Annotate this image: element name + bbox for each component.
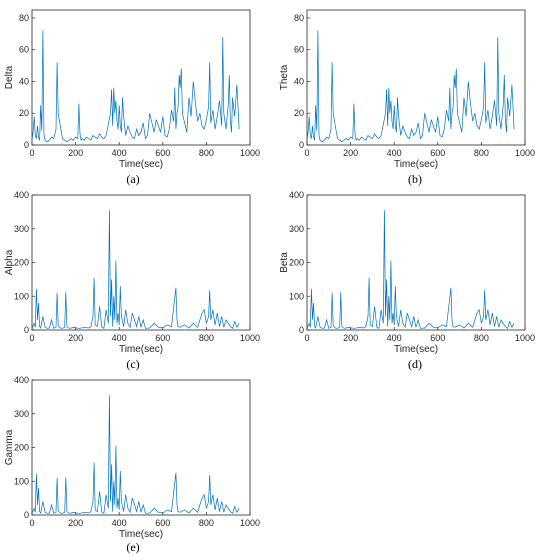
x-tick-label: 400: [112, 333, 127, 343]
x-tick-label: 400: [112, 518, 127, 528]
chart-beta-svg: 0 200 400 600 800 10000100200300400Time(sec)B…: [279, 190, 535, 355]
y-tick-label: 80: [19, 13, 29, 23]
x-tick-label: 200: [343, 333, 358, 343]
y-tick-label: 0: [24, 325, 29, 335]
x-axis-label: Time(sec): [119, 344, 163, 355]
y-tick-label: 60: [19, 45, 29, 55]
chart-alpha-svg: 0 200 400 600 800 10000100200300400Time(sec)A…: [4, 190, 260, 355]
x-tick-label: 400: [387, 333, 402, 343]
x-tick-label: 1000: [515, 333, 535, 343]
x-tick-label: 0: [29, 518, 34, 528]
y-tick-label: 0: [299, 140, 304, 150]
y-tick-label: 0: [24, 510, 29, 520]
x-tick-label: 600: [430, 333, 445, 343]
y-tick-label: 40: [19, 76, 29, 86]
y-axis-label: Gamma: [4, 429, 15, 465]
plot-frame: [31, 194, 251, 331]
x-tick-label: 0: [304, 333, 309, 343]
y-tick-label: 100: [14, 476, 29, 486]
x-tick-label: 600: [155, 333, 170, 343]
chart-delta: 0 200 400 600 800 1000 0 20 40 60 80 Time(sec) Delta: [0, 0, 275, 180]
x-axis-label: Time(sec): [119, 529, 163, 540]
x-tick-label: 800: [199, 148, 214, 158]
x-tick-label: 0: [29, 333, 34, 343]
y-tick-label: 40: [294, 76, 304, 86]
y-tick-label: 400: [14, 375, 29, 385]
y-tick-label: 60: [294, 45, 304, 55]
chart-gamma-svg: 0 200 400 600 800 10000100200300400Time(sec)G…: [4, 375, 260, 540]
y-tick-label: 0: [24, 140, 29, 150]
series-line-beta: [306, 210, 515, 329]
x-tick-label: 400: [387, 148, 402, 158]
x-tick-label: 200: [68, 333, 83, 343]
y-tick-label: 200: [14, 258, 29, 268]
plot-frame: [31, 379, 251, 516]
caption-d: (d): [408, 357, 422, 371]
y-axis-label: Theta: [279, 64, 290, 90]
x-axis-label: Time(sec): [119, 159, 163, 170]
chart-delta-svg: 0 200 400 600 800 1000 0 20 40 60 80 Time(sec) Delta: [4, 9, 260, 170]
y-tick-label: 300: [289, 224, 304, 234]
x-tick-label: 200: [68, 518, 83, 528]
x-tick-label: 1000: [240, 333, 260, 343]
x-tick-label: 400: [112, 148, 127, 158]
chart-beta: 0 200 400 600 800 1000 0 100 200 300 400 Time(sec) B…: [275, 185, 550, 365]
series-line-theta: [306, 30, 515, 143]
x-axis-label: Time(sec): [394, 344, 438, 355]
x-tick-label: 1000: [240, 148, 260, 158]
caption-a: (a): [126, 172, 140, 186]
y-tick-label: 20: [294, 108, 304, 118]
y-axis-label: Beta: [279, 252, 290, 273]
y-tick-label: 300: [14, 409, 29, 419]
y-tick-label: 80: [294, 13, 304, 23]
y-tick-label: 100: [289, 291, 304, 301]
caption-c: (c): [126, 357, 140, 371]
series-line-gamma: [31, 395, 240, 514]
chart-theta-svg: 0 200 400 600 800 1000 0 20 40 60 80 Time(sec) Theta: [279, 9, 535, 170]
x-tick-label: 800: [474, 148, 489, 158]
x-tick-label: 800: [199, 518, 214, 528]
y-tick-label: 0: [299, 325, 304, 335]
x-tick-label: 800: [199, 333, 214, 343]
x-tick-label: 800: [474, 333, 489, 343]
y-tick-label: 20: [19, 108, 29, 118]
y-axis-label: Alpha: [4, 249, 15, 275]
plot-frame: [306, 9, 526, 146]
x-tick-label: 0: [29, 148, 34, 158]
y-tick-label: 200: [14, 443, 29, 453]
y-tick-label: 300: [14, 224, 29, 234]
x-tick-label: 1000: [240, 518, 260, 528]
plot-frame: [306, 194, 526, 331]
y-tick-label: 200: [289, 258, 304, 268]
chart-alpha: 0 200 400 600 800 1000 0 100 200 300 400 Time(sec) A…: [0, 185, 275, 365]
y-tick-label: 100: [14, 291, 29, 301]
chart-theta: 0 200 400 600 800 1000 0 20 40 60 80 Time(sec) Theta: [275, 0, 550, 180]
caption-b: (b): [408, 172, 422, 186]
y-tick-label: 400: [14, 190, 29, 200]
x-tick-label: 0: [304, 148, 309, 158]
y-tick-label: 400: [289, 190, 304, 200]
y-axis-label: Delta: [4, 65, 15, 89]
chart-gamma: 0 200 400 600 800 1000 0 100 200 300 400 Time(sec) G…: [0, 370, 275, 550]
x-tick-label: 600: [155, 518, 170, 528]
x-tick-label: 600: [155, 148, 170, 158]
x-tick-label: 200: [343, 148, 358, 158]
x-tick-label: 600: [430, 148, 445, 158]
plot-frame: [31, 9, 251, 146]
caption-e: (e): [126, 540, 140, 554]
x-tick-label: 1000: [515, 148, 535, 158]
x-axis-label: Time(sec): [394, 159, 438, 170]
series-line-delta: [31, 30, 240, 143]
x-tick-label: 200: [68, 148, 83, 158]
series-line-alpha: [31, 210, 240, 329]
